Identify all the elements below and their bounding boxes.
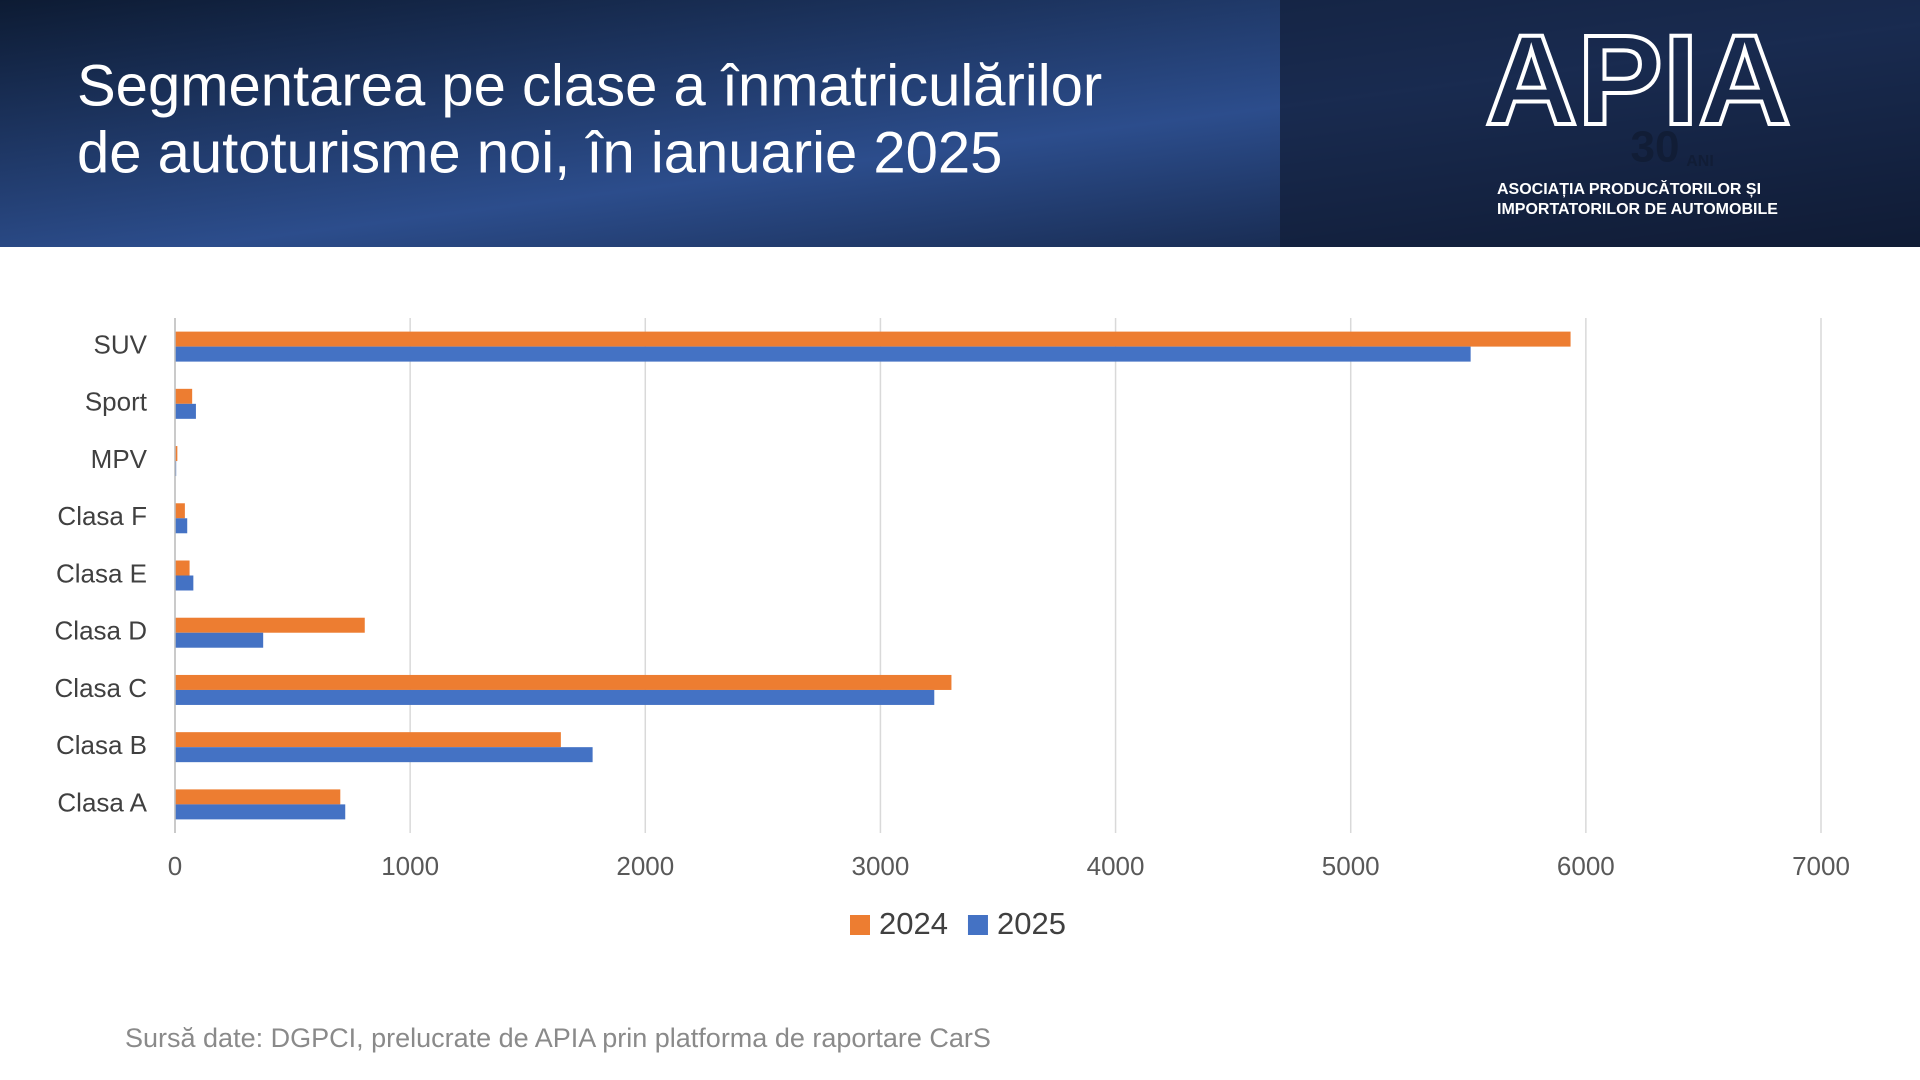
bar xyxy=(175,518,188,534)
logo-name: APIA xyxy=(1485,9,1791,152)
bar xyxy=(175,689,935,705)
y-tick-label: Clasa E xyxy=(56,558,147,588)
x-tick-label: 5000 xyxy=(1322,851,1380,881)
bar xyxy=(175,403,196,419)
x-tick-label: 2000 xyxy=(616,851,674,881)
bar xyxy=(175,575,194,591)
bar xyxy=(175,503,185,519)
legend-label: 2024 xyxy=(879,906,948,941)
x-tick-label: 6000 xyxy=(1557,851,1615,881)
chart-title: de autoturisme noi, în ianuarie 2025 xyxy=(77,120,1002,185)
y-tick-label: MPV xyxy=(91,444,148,474)
logo-caption: IMPORTATORILOR DE AUTOMOBILE xyxy=(1497,201,1778,218)
bar xyxy=(175,346,1471,362)
bar xyxy=(175,632,264,648)
logo-band xyxy=(1280,0,1920,247)
bar xyxy=(175,674,952,690)
x-tick-label: 1000 xyxy=(381,851,439,881)
x-tick-label: 7000 xyxy=(1792,851,1850,881)
bar xyxy=(175,617,365,633)
x-tick-label: 0 xyxy=(168,851,182,881)
bar xyxy=(175,747,593,763)
legend-swatch xyxy=(967,915,988,935)
x-tick-label: 4000 xyxy=(1087,851,1145,881)
bar xyxy=(175,331,1571,347)
logo-caption: ASOCIAȚIA PRODUCĂTORILOR ȘI xyxy=(1497,179,1761,198)
y-tick-label: SUV xyxy=(94,329,148,359)
y-tick-label: Clasa C xyxy=(55,673,147,703)
bar xyxy=(175,560,190,576)
y-tick-label: Sport xyxy=(85,387,148,417)
y-tick-label: Clasa F xyxy=(57,501,147,531)
legend-swatch xyxy=(850,915,870,935)
bar xyxy=(175,789,341,805)
source-note: Sursă date: DGPCI, prelucrate de APIA pr… xyxy=(125,1023,991,1053)
y-tick-label: Clasa A xyxy=(57,787,147,817)
logo-years-unit: ANI xyxy=(1686,153,1714,170)
bar xyxy=(175,388,193,404)
bar xyxy=(175,732,561,748)
y-tick-label: Clasa B xyxy=(56,730,147,760)
y-tick-label: Clasa D xyxy=(55,616,147,646)
x-tick-label: 3000 xyxy=(852,851,910,881)
logo-years: 30 xyxy=(1631,123,1680,172)
chart-title: Segmentarea pe clase a înmatriculărilor xyxy=(77,53,1102,118)
legend-label: 2025 xyxy=(997,906,1066,941)
bar xyxy=(175,446,178,462)
bar xyxy=(175,804,346,820)
